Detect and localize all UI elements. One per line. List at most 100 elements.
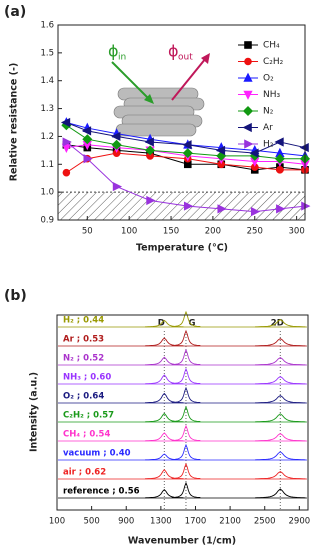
peak bbox=[255, 394, 306, 404]
marker bbox=[62, 137, 72, 147]
y-tick-label: 1.2 bbox=[40, 132, 54, 142]
marker bbox=[60, 117, 71, 128]
x-tick-label: 900 bbox=[118, 517, 134, 527]
peak bbox=[145, 374, 184, 385]
x-tick-label: 100 bbox=[49, 517, 65, 527]
peak bbox=[255, 432, 306, 442]
legend-label: NH₃ bbox=[263, 90, 281, 100]
peak bbox=[255, 375, 306, 385]
peak bbox=[145, 453, 184, 461]
inset-label: in bbox=[118, 53, 126, 63]
y-tick-label: 1.3 bbox=[40, 104, 54, 114]
peak bbox=[171, 367, 201, 385]
peak-label: 2D bbox=[271, 319, 284, 329]
inset-symbol: ϕ bbox=[108, 42, 119, 61]
y-tick-label: 0.9 bbox=[40, 216, 54, 226]
legend-marker bbox=[244, 41, 252, 49]
x-tick-label: 2100 bbox=[219, 517, 241, 527]
legend-marker bbox=[243, 72, 253, 82]
legend-marker bbox=[243, 90, 253, 100]
x-tick-label: 300 bbox=[289, 227, 305, 237]
peak bbox=[171, 443, 201, 461]
marker bbox=[82, 134, 93, 145]
peak bbox=[255, 337, 306, 347]
marker bbox=[144, 137, 154, 147]
trace-label: CH₄ ; 0.54 bbox=[63, 430, 110, 440]
marker bbox=[182, 148, 193, 159]
marker bbox=[217, 204, 227, 214]
peak bbox=[171, 329, 201, 347]
marker bbox=[111, 131, 121, 142]
hatched-region bbox=[58, 192, 305, 220]
peak bbox=[171, 481, 201, 499]
peak bbox=[255, 318, 306, 328]
peak bbox=[145, 488, 184, 499]
x-tick-label: 100 bbox=[121, 227, 137, 237]
x-tick-label: 1300 bbox=[150, 517, 172, 527]
marker bbox=[215, 145, 226, 155]
peak bbox=[171, 310, 201, 328]
plot-frame bbox=[56, 314, 309, 511]
y-axis-title: Intensity (a.u.) bbox=[29, 372, 40, 452]
peak bbox=[145, 469, 184, 480]
plot-frame bbox=[57, 24, 306, 221]
marker bbox=[276, 204, 286, 214]
trace-label: NH₃ ; 0.60 bbox=[63, 373, 111, 383]
y-tick-label: 1.0 bbox=[40, 188, 54, 198]
x-axis-title: Temperature (°C) bbox=[136, 243, 228, 254]
trace-label: Ar ; 0.53 bbox=[63, 335, 104, 345]
marker bbox=[183, 201, 194, 211]
peak bbox=[255, 356, 306, 366]
legend-marker bbox=[244, 139, 254, 149]
inset-symbol: ϕ bbox=[168, 42, 179, 61]
marker bbox=[111, 139, 122, 150]
marker bbox=[182, 140, 192, 150]
x-tick-label: 2500 bbox=[254, 517, 276, 527]
peak bbox=[145, 356, 184, 366]
x-tick-label: 150 bbox=[163, 227, 179, 237]
marker bbox=[274, 137, 284, 147]
inset-label: out bbox=[178, 53, 193, 63]
legend-marker bbox=[242, 105, 254, 117]
trace-label: O₂ ; 0.64 bbox=[63, 392, 104, 402]
marker bbox=[62, 168, 71, 177]
legend-label: C₂H₂ bbox=[263, 57, 284, 67]
marker bbox=[250, 207, 261, 217]
legend-marker bbox=[244, 57, 252, 66]
x-tick-label: 50 bbox=[82, 227, 93, 237]
trace-label: vacuum ; 0.40 bbox=[63, 449, 131, 459]
y-tick-label: 1.4 bbox=[40, 76, 54, 86]
legend-label: CH₄ bbox=[263, 41, 280, 51]
y-tick-label: 1.6 bbox=[40, 21, 54, 31]
marker bbox=[112, 181, 123, 192]
x-tick-label: 1700 bbox=[185, 517, 207, 527]
marker bbox=[83, 154, 93, 164]
x-axis-title: Wavenumber (1/cm) bbox=[128, 536, 236, 547]
peak bbox=[255, 470, 306, 480]
peak bbox=[255, 488, 306, 499]
y-tick-label: 1.1 bbox=[40, 160, 54, 170]
y-tick-label: 1.5 bbox=[40, 48, 54, 58]
peak bbox=[171, 348, 201, 366]
marker bbox=[145, 145, 156, 156]
marker bbox=[274, 153, 285, 164]
peak bbox=[171, 405, 201, 423]
legend-label: H₂ bbox=[263, 140, 274, 150]
trace-label: reference ; 0.56 bbox=[63, 487, 140, 497]
peak bbox=[255, 413, 306, 423]
peak-label: G bbox=[188, 319, 195, 329]
peak bbox=[145, 412, 184, 423]
legend-label: N₂ bbox=[263, 107, 274, 117]
marker bbox=[249, 148, 259, 158]
marker bbox=[276, 166, 284, 174]
peak bbox=[145, 319, 184, 328]
x-tick-label: 250 bbox=[247, 227, 263, 237]
trace-label: C₂H₂ ; 0.57 bbox=[63, 411, 114, 421]
trace-label: H₂ ; 0.44 bbox=[63, 316, 104, 326]
peak bbox=[171, 462, 201, 480]
peak bbox=[145, 337, 184, 347]
legend-label: Ar bbox=[263, 123, 273, 133]
x-tick-label: 200 bbox=[205, 227, 221, 237]
peak bbox=[145, 432, 184, 442]
